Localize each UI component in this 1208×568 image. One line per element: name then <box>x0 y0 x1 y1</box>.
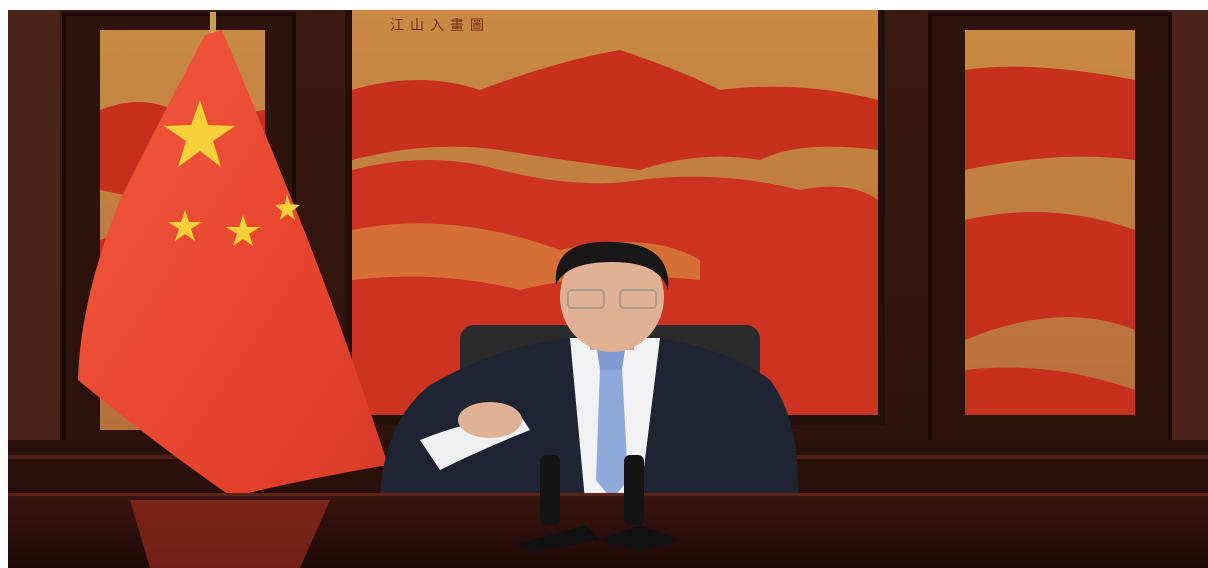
painting-right-red <box>965 66 1135 416</box>
tie <box>596 368 628 500</box>
flag-pole-top <box>210 12 216 38</box>
flag-star <box>226 215 260 246</box>
flag-cloth <box>78 30 388 497</box>
tie-knot <box>597 350 625 370</box>
flag-reflection <box>130 500 330 568</box>
flag-star <box>168 210 202 241</box>
glasses <box>567 289 605 309</box>
desk <box>8 493 1208 568</box>
microphone-base <box>515 525 600 552</box>
carved-panel-left <box>8 10 60 450</box>
carved-panel-right <box>1168 10 1208 450</box>
microphones <box>515 455 680 552</box>
flag <box>78 12 388 497</box>
hair <box>555 241 669 290</box>
desk-edge <box>8 493 1208 496</box>
painting-inscription: 江山入畫圖 <box>390 18 490 34</box>
face <box>560 242 664 352</box>
glasses <box>619 289 657 309</box>
flag-star <box>275 194 300 220</box>
microphone <box>624 455 644 525</box>
hand-raised <box>458 402 522 438</box>
painting-mountains-1 <box>352 50 878 170</box>
microphone-base <box>600 525 680 552</box>
flag-star-large <box>164 100 235 167</box>
microphone <box>540 455 560 525</box>
person <box>380 241 799 517</box>
